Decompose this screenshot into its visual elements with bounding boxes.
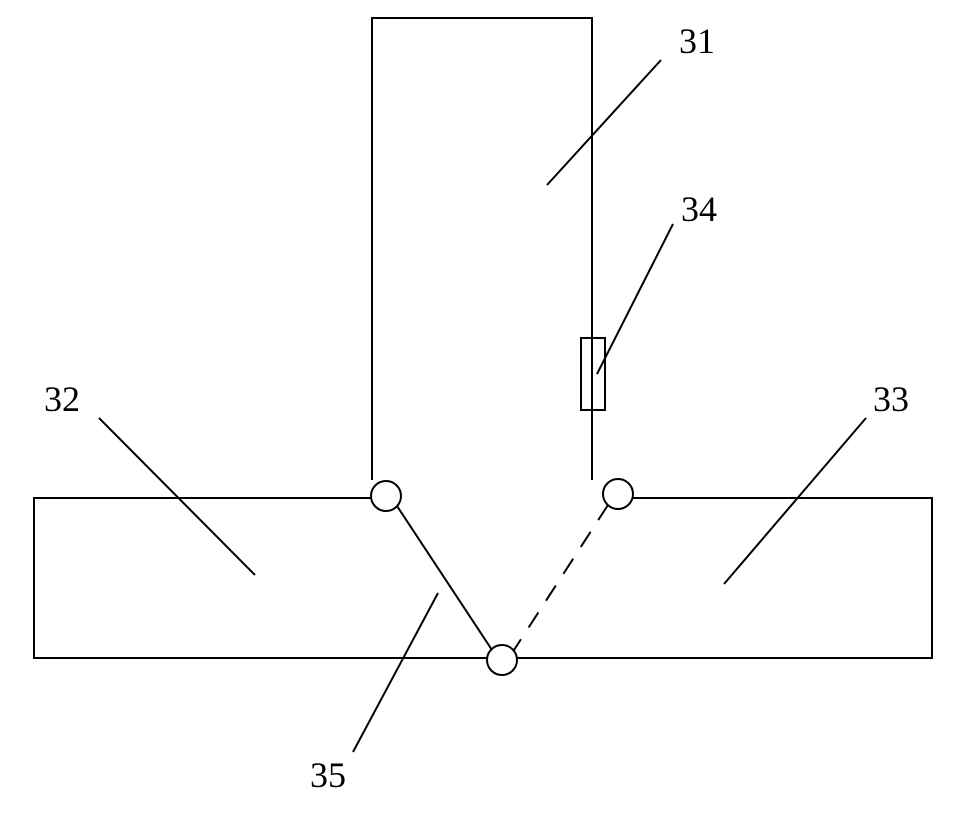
label-35: 35 [310,754,346,796]
diagram-svg [0,0,962,818]
label-34: 34 [681,188,717,230]
label-33: 33 [873,378,909,420]
label-31: 31 [679,20,715,62]
label-32: 32 [44,378,80,420]
